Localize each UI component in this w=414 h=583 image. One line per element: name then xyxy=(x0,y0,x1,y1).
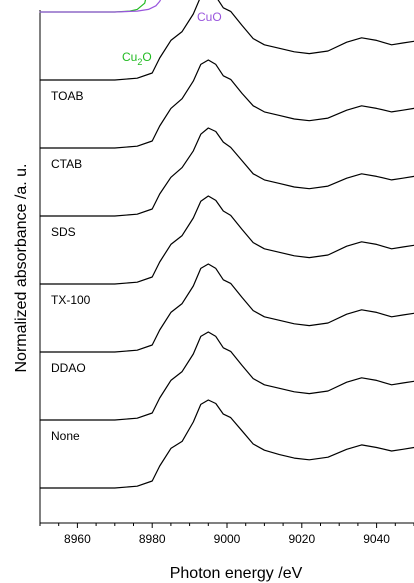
annotation-cu2o-sub: 2 xyxy=(137,57,142,67)
series-line-tx-100 xyxy=(39,195,414,285)
series-labels: TOAB CTAB SDS TX-100 DDAO None xyxy=(51,89,91,443)
series-group xyxy=(39,0,414,489)
series-label-tx-100: TX-100 xyxy=(51,293,91,307)
x-tick-label: 8960 xyxy=(64,532,91,546)
series-label-none: None xyxy=(51,429,80,443)
series-label-ddao: DDAO xyxy=(51,361,86,375)
axes: 8960 8980 9000 9020 9040 xyxy=(39,10,414,546)
series-line-sds xyxy=(39,127,414,217)
y-axis-title: Normalized absorbance /a. u. xyxy=(13,164,30,373)
series-label-toab: TOAB xyxy=(51,89,83,103)
annotation-cu2o-tail: O xyxy=(142,50,151,64)
series-line-ctab xyxy=(39,59,414,149)
x-tick-label: 8980 xyxy=(139,532,166,546)
annotation-cu2o: Cu2O xyxy=(122,50,152,67)
series-line-toab xyxy=(39,0,414,81)
series-label-sds: SDS xyxy=(51,225,76,239)
x-axis-title: Photon energy /eV xyxy=(170,565,303,582)
reference-line-cuo xyxy=(39,0,162,13)
x-tick-label: 9000 xyxy=(214,532,241,546)
series-label-ctab: CTAB xyxy=(51,157,82,171)
series-line-none xyxy=(39,331,414,421)
x-tick-label: 9040 xyxy=(363,532,390,546)
series-line-ddao xyxy=(39,263,414,353)
series-line-sample xyxy=(39,399,414,489)
annotation-cu2o-main: Cu xyxy=(122,50,137,64)
annotation-cuo: CuO xyxy=(197,10,222,24)
x-tick-label: 9020 xyxy=(288,532,315,546)
